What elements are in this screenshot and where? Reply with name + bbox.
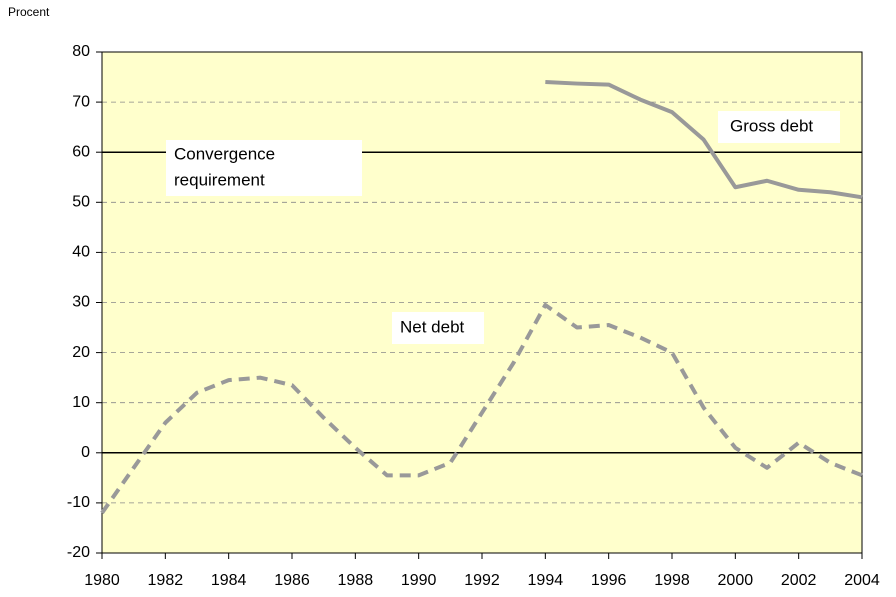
x-tick-label: 1998 — [654, 572, 690, 589]
y-tick-label: 60 — [72, 143, 90, 160]
y-tick-label: -20 — [67, 544, 90, 561]
y-tick-label: -10 — [67, 494, 90, 511]
y-tick-label: 40 — [72, 244, 90, 261]
x-tick-label: 1986 — [274, 572, 310, 589]
y-axis-label: Procent — [8, 5, 50, 19]
reference-label: Convergence — [174, 144, 275, 163]
x-tick-label: 1994 — [528, 572, 564, 589]
series-label: Gross debt — [730, 116, 813, 135]
x-tick-label: 1992 — [464, 572, 500, 589]
series-label: Net debt — [400, 317, 465, 336]
series-line — [545, 80, 863, 200]
reference-label: requirement — [174, 170, 265, 189]
y-tick-label: 80 — [72, 43, 90, 60]
y-tick-label: 30 — [72, 294, 90, 311]
x-tick-label: 1996 — [591, 572, 627, 589]
label-box — [166, 140, 362, 196]
y-tick-label: 0 — [81, 444, 90, 461]
x-tick-label: 1982 — [148, 572, 184, 589]
y-tick-label: 20 — [72, 344, 90, 361]
label-box — [392, 312, 484, 344]
x-tick-label: 2000 — [718, 572, 754, 589]
x-tick-label: 2002 — [781, 572, 817, 589]
x-tick-label: 1984 — [211, 572, 247, 589]
y-tick-label: 70 — [72, 93, 90, 110]
series-line — [100, 303, 863, 515]
plot-border — [101, 51, 863, 554]
x-tick-label: 1990 — [401, 572, 437, 589]
label-box — [718, 111, 840, 143]
y-tick-label: 50 — [72, 194, 90, 211]
y-tick-label: 10 — [72, 394, 90, 411]
x-tick-label: 1988 — [338, 572, 374, 589]
x-tick-label: 1980 — [84, 572, 120, 589]
x-tick-label: 2004 — [844, 572, 880, 589]
